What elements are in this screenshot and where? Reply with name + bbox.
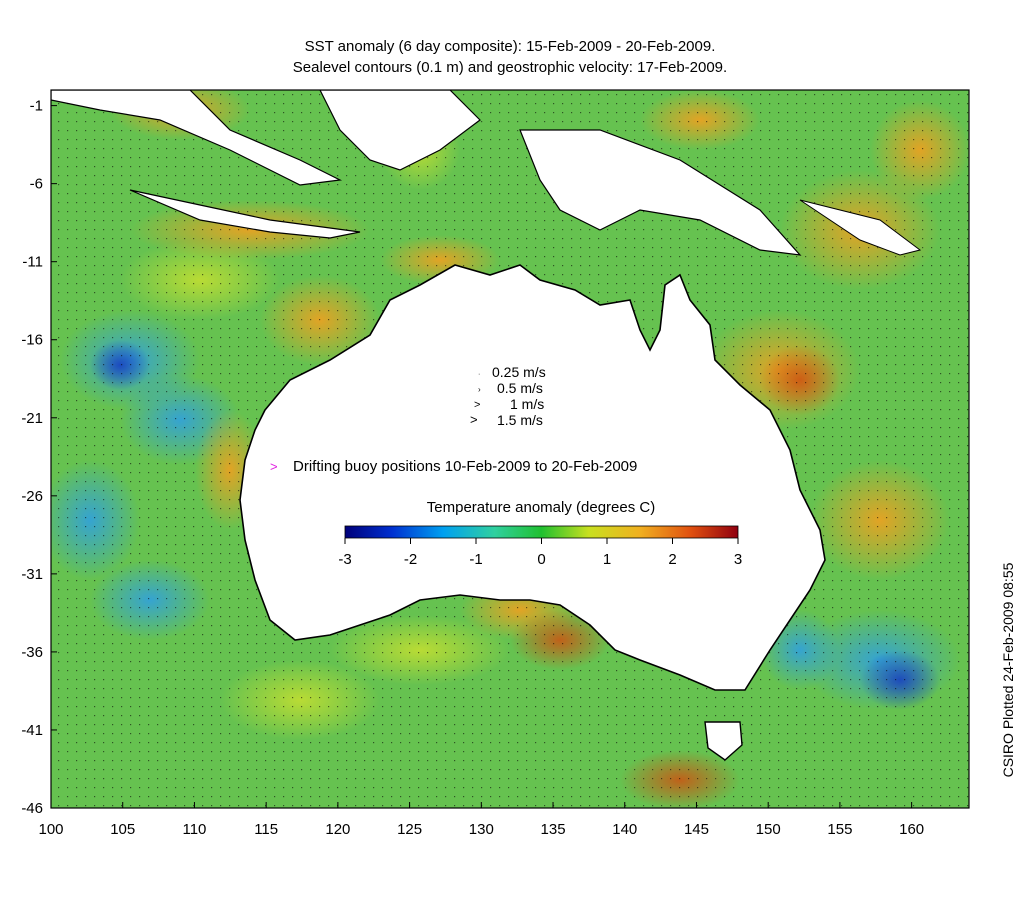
colorbar-tick-label: 3	[734, 551, 742, 568]
plot-frame	[50, 89, 970, 809]
x-tick-label: 130	[469, 821, 494, 838]
colorbar-tick-label: -3	[338, 551, 351, 568]
colorbar-title: Temperature anomaly (degrees C)	[427, 499, 655, 516]
colorbar: Temperature anomaly (degrees C) -3 -2 -1 0 1…	[338, 499, 742, 568]
buoy-marker-icon: >	[270, 459, 278, 474]
x-tick-label: 120	[325, 821, 350, 838]
vel-arrow-05: ›	[478, 385, 481, 394]
buoy-legend-label: Drifting buoy positions 10-Feb-2009 to 2…	[293, 458, 637, 475]
vel-arrow-15: >	[470, 412, 478, 427]
x-tick-label: 100	[38, 821, 63, 838]
colorbar-tick-label: -2	[404, 551, 417, 568]
y-tick-label: -16	[21, 332, 43, 349]
x-tick-label: 145	[684, 821, 709, 838]
map-title-line-2: Sealevel contours (0.1 m) and geostrophi…	[292, 59, 728, 76]
x-tick-label: 140	[612, 821, 637, 838]
y-tick-label: -11	[22, 254, 43, 271]
x-tick-label: 160	[899, 821, 924, 838]
y-tick-label: -41	[21, 722, 43, 739]
y-tick-label: -31	[21, 566, 43, 583]
x-tick-label: 125	[397, 821, 422, 838]
x-axis: 100 105 110 115 120 125 130 135 140 145 150 155 160	[38, 802, 924, 838]
buoy-legend: > Drifting buoy positions 10-Feb-2009 to…	[270, 458, 637, 475]
colorbar-tick-label: -1	[469, 551, 482, 568]
y-tick-label: -21	[21, 410, 43, 427]
velocity-legend: · › > > 0.25 m/s 0.5 m/s 1 m/s 1.5 m/s	[470, 364, 546, 428]
y-tick-label: -46	[21, 800, 43, 817]
credit-label: CSIRO Plotted 24-Feb-2009 08:55	[1000, 562, 1016, 778]
x-tick-label: 115	[254, 821, 278, 838]
x-tick-label: 110	[182, 821, 206, 838]
y-tick-label: -36	[21, 644, 43, 661]
sst-field	[51, 90, 969, 808]
y-tick-label: -1	[30, 98, 43, 115]
australia-landmass	[239, 264, 826, 691]
x-tick-label: 155	[827, 821, 852, 838]
y-axis: -1 -6 -11 -16 -21 -26 -31 -36 -41 -46	[21, 98, 57, 817]
y-tick-label: -6	[30, 176, 43, 193]
colorbar-tick-label: 2	[668, 551, 676, 568]
map-title-line-1: SST anomaly (6 day composite): 15-Feb-20…	[304, 38, 716, 55]
x-tick-label: 105	[110, 821, 135, 838]
x-tick-label: 150	[756, 821, 781, 838]
colorbar-tick-label: 1	[603, 551, 611, 568]
vel-label-05: 0.5 m/s	[497, 380, 543, 396]
colorbar-tick-label: 0	[537, 551, 545, 568]
vel-arrow-025: ·	[478, 371, 480, 378]
vel-label-1: 1 m/s	[510, 396, 544, 412]
y-tick-label: -26	[21, 488, 43, 505]
vel-arrow-1: >	[474, 399, 480, 411]
x-tick-label: 135	[541, 821, 566, 838]
vel-label-025: 0.25 m/s	[492, 364, 546, 380]
colorbar-ramp	[344, 525, 739, 539]
vel-label-15: 1.5 m/s	[497, 412, 543, 428]
